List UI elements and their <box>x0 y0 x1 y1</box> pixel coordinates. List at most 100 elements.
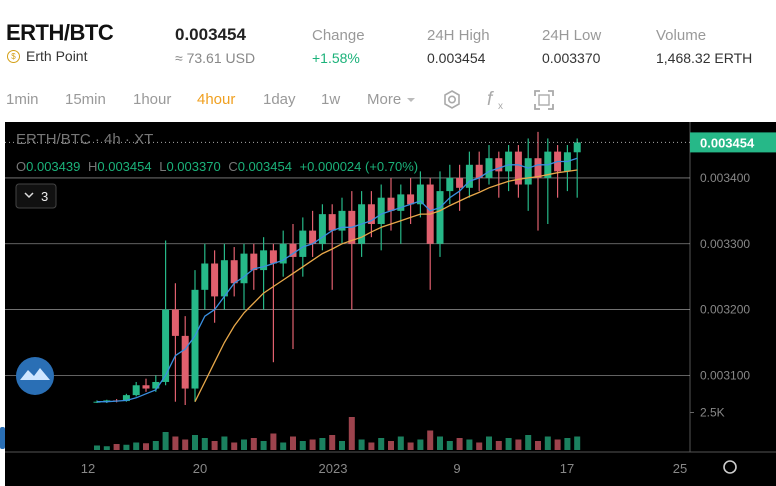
volume-bar <box>211 441 218 450</box>
pair-name: ERTH/BTC <box>6 20 114 45</box>
x-tick-label: 2023 <box>319 461 348 476</box>
candle-body <box>171 309 179 336</box>
interval-button[interactable]: 1day <box>263 91 296 108</box>
x-tick-label: 17 <box>560 461 574 476</box>
interval-button[interactable]: 15min <box>65 91 106 108</box>
candle-body <box>446 177 454 192</box>
volume-tick-label: 2.5K <box>700 406 725 420</box>
interval-button[interactable]: 1hour <box>133 91 172 108</box>
volume-bar <box>388 441 394 450</box>
coin-icon: $ <box>7 50 20 63</box>
candle-body <box>495 158 503 172</box>
volume-bar <box>446 441 453 450</box>
candle-body <box>387 197 395 211</box>
y-tick-label: 0.003300 <box>700 237 750 251</box>
volume-bar <box>397 436 404 450</box>
volume-bar <box>358 439 365 450</box>
volume-bar <box>123 444 130 450</box>
volume-bar <box>103 446 110 450</box>
last-price-label: 0.003454 <box>700 135 755 150</box>
volume-bar <box>270 433 277 450</box>
ohlc-value: 0.003454 <box>97 159 151 174</box>
volume-bar <box>309 439 316 450</box>
stat-value: 0.003454 <box>427 50 486 66</box>
ohlc-key: C <box>228 159 237 174</box>
volume-bar <box>192 435 198 450</box>
candle-body <box>524 158 532 185</box>
interval-button[interactable]: 1min <box>6 91 39 108</box>
stat-label: Change <box>312 27 365 44</box>
indicator-count: 3 <box>41 189 48 204</box>
stat-label: 24H High <box>427 27 490 44</box>
volume-bar <box>407 442 414 450</box>
volume-bar <box>495 441 502 450</box>
candle-body <box>485 158 493 178</box>
volume-bar <box>417 439 424 450</box>
axis-settings-icon[interactable] <box>723 460 737 474</box>
ohlc-change: +0.000024 (+0.70%) <box>300 159 419 174</box>
candle-body <box>132 385 140 396</box>
side-handle[interactable] <box>0 427 5 449</box>
volume-bar <box>544 436 551 450</box>
volume-bar <box>113 444 120 450</box>
settings-icon[interactable] <box>440 88 464 112</box>
candle-body <box>191 289 199 389</box>
volume-bar <box>456 438 463 450</box>
volume-bar <box>486 436 492 450</box>
chart-symbol: ERTH/BTC · 4h · XT <box>16 131 153 148</box>
ohlc-legend: O0.003439 H0.003454 L0.003370 C0.003454 … <box>16 159 418 174</box>
indicator-toggle[interactable] <box>15 183 57 209</box>
volume-bar <box>378 438 385 450</box>
volume-bar <box>162 432 169 450</box>
volume-bar <box>427 430 434 450</box>
volume-bar <box>152 441 159 450</box>
candle-body <box>465 164 473 188</box>
candle-body <box>152 381 160 389</box>
interval-button[interactable]: 1w <box>321 91 341 108</box>
stat-label: 24H Low <box>542 27 602 44</box>
x-tick-label: 12 <box>81 461 95 476</box>
interval-button[interactable]: 4hour <box>197 91 236 108</box>
y-tick-label: 0.003100 <box>700 368 750 382</box>
stat-label: Volume <box>656 27 707 44</box>
volume-bar <box>515 439 522 450</box>
candle-body <box>142 385 150 389</box>
chevron <box>24 192 34 199</box>
stat-value: 0.003370 <box>542 50 601 66</box>
candle-body <box>260 250 268 271</box>
last-price: 0.003454 <box>175 25 246 44</box>
candle-body <box>397 194 405 211</box>
candle-body <box>573 142 581 153</box>
candle-body <box>181 335 189 389</box>
ohlc-key: H <box>88 159 97 174</box>
ohlc-key: O <box>16 159 26 174</box>
candle-body <box>289 243 297 257</box>
y-tick-label: 0.003400 <box>700 171 750 185</box>
logo-mark <box>20 368 50 380</box>
moving-average-line <box>97 157 578 403</box>
volume-bar <box>319 438 326 450</box>
volume-bar <box>221 436 228 450</box>
chart-background <box>5 122 776 486</box>
ohlc-value: 0.003439 <box>26 159 80 174</box>
volume-bar <box>133 442 140 450</box>
usd-price: ≈ 73.61 USD <box>175 50 256 66</box>
ohlc-key: L <box>159 159 166 174</box>
candle-body <box>122 395 130 402</box>
more-button[interactable]: More <box>367 91 402 108</box>
y-tick-label: 0.003200 <box>700 303 750 317</box>
volume-bar <box>172 436 179 450</box>
fullscreen-icon[interactable] <box>532 88 556 112</box>
volume-bar <box>241 439 247 450</box>
stat-value: 1,468.32 ERTH <box>656 50 753 66</box>
volume-bar <box>329 435 336 450</box>
candle-body <box>367 204 375 225</box>
candle-body <box>220 260 228 297</box>
volume-bar <box>260 441 267 450</box>
volume-bar <box>250 438 257 450</box>
candle-body <box>514 151 522 185</box>
volume-bar <box>182 439 189 450</box>
volume-bar <box>94 445 100 450</box>
candle-body <box>416 184 424 205</box>
